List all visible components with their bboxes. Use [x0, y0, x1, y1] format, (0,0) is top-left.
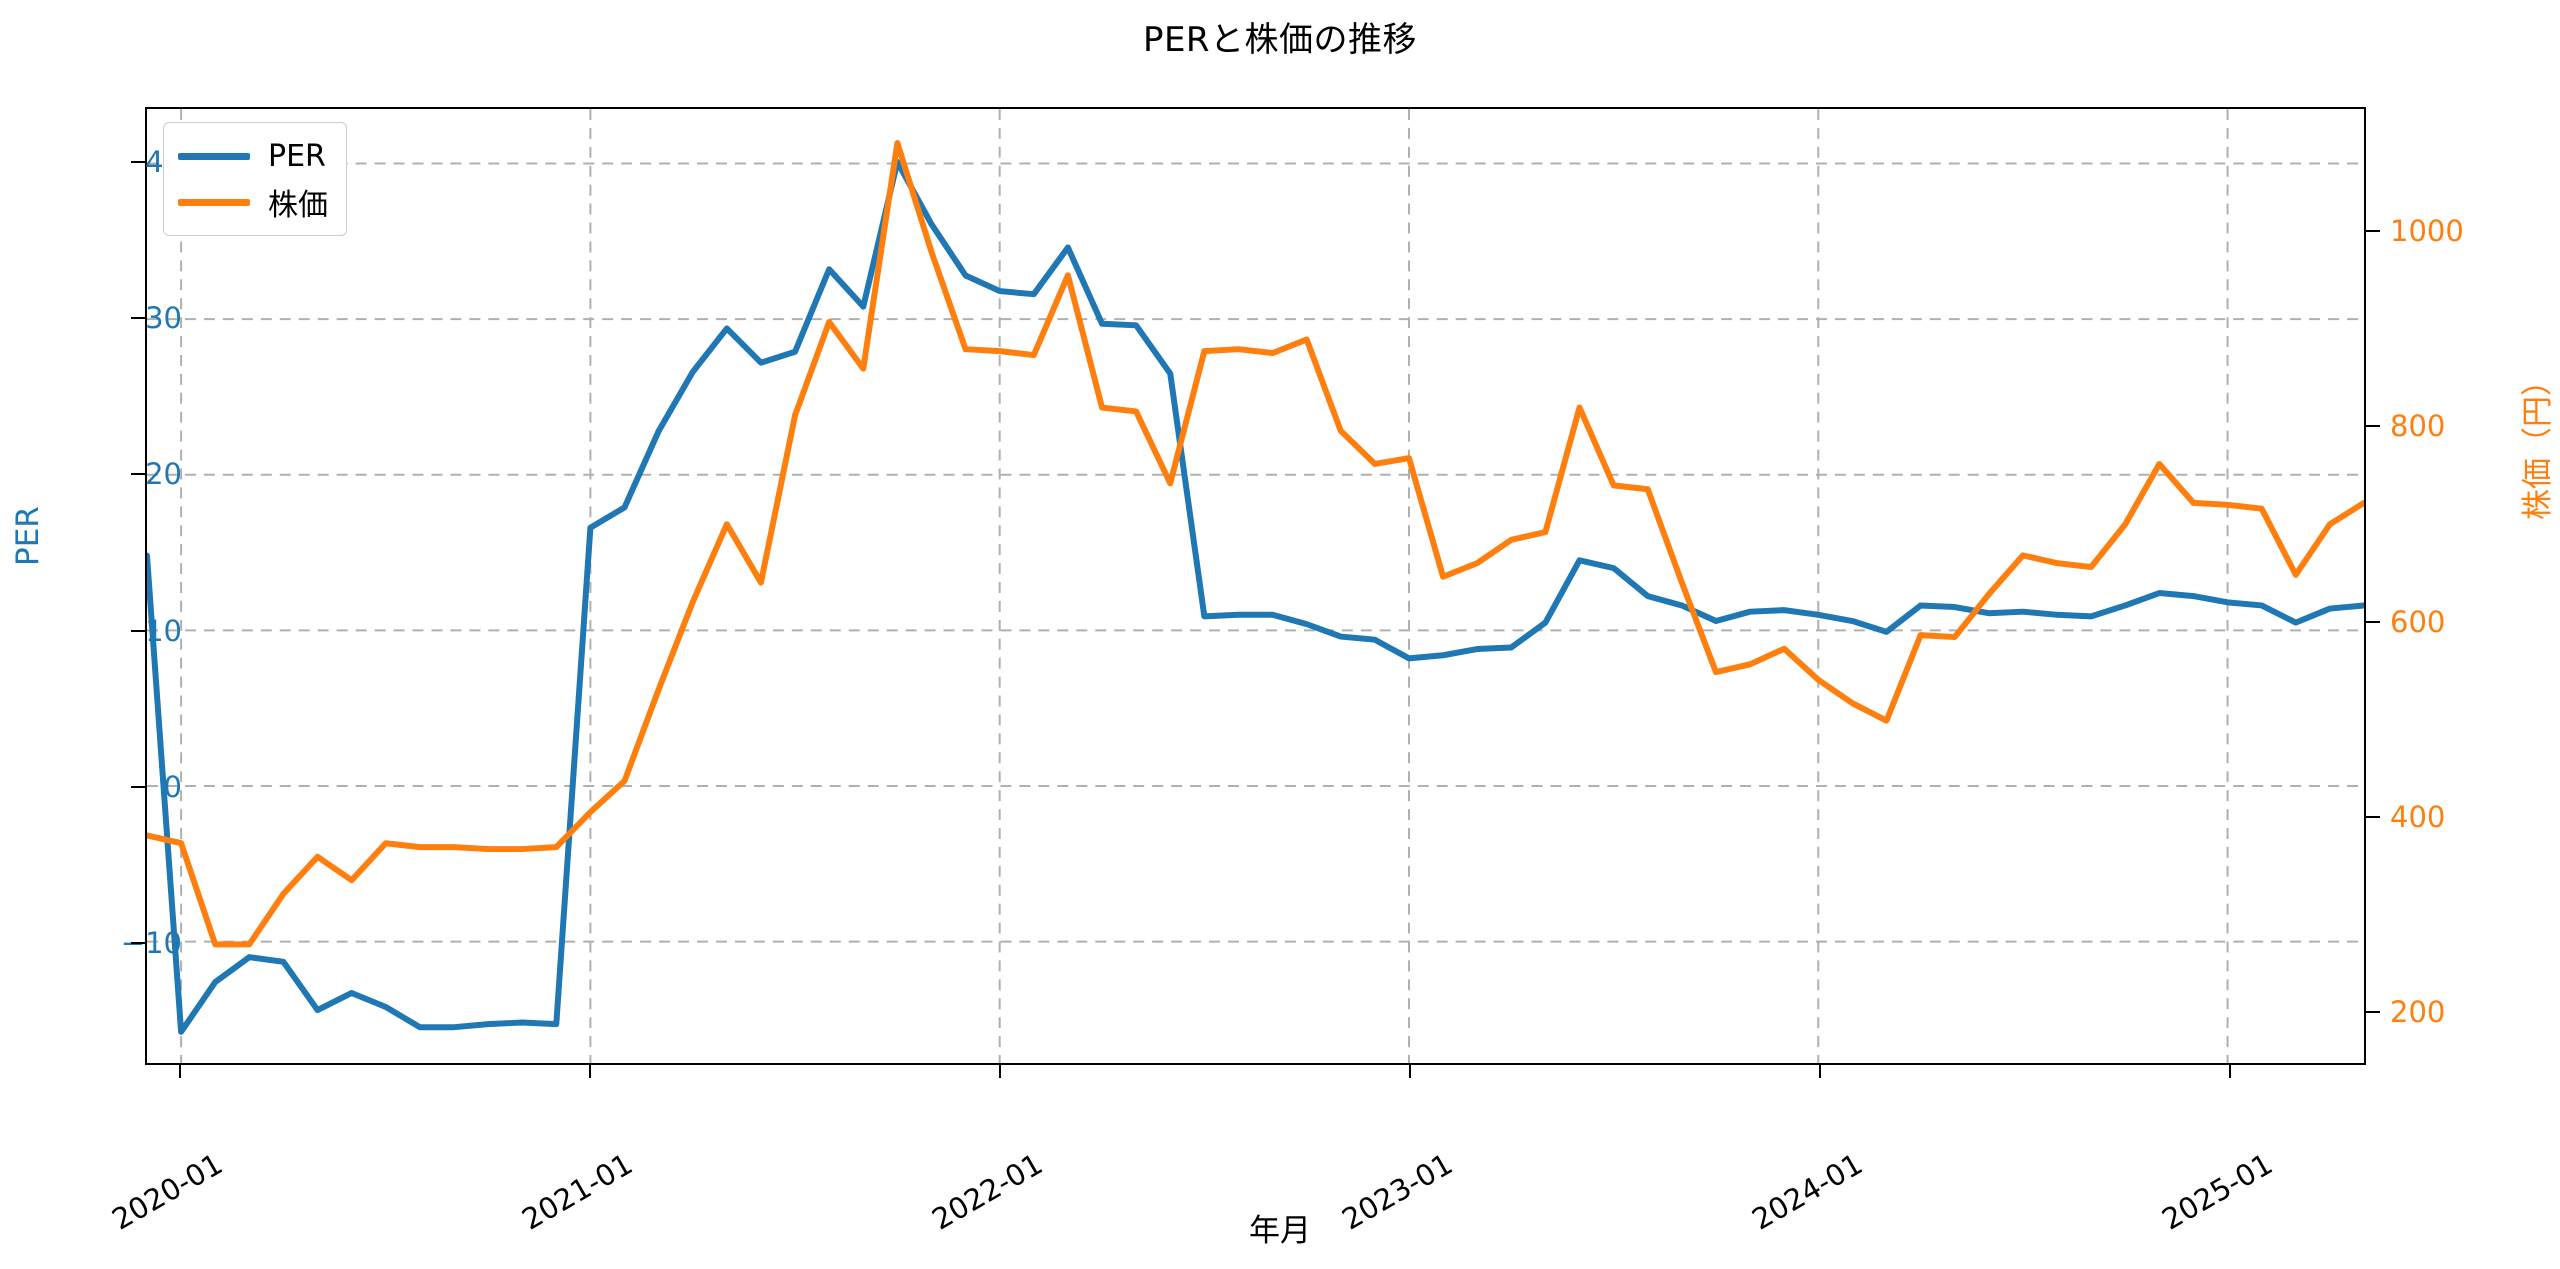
legend-swatch-stock — [178, 198, 250, 206]
y-axis-right-tick: 200 — [2390, 995, 2446, 1030]
x-axis-tickmark — [999, 1065, 1002, 1078]
y-axis-right-tick: 800 — [2390, 409, 2446, 444]
y-axis-left-tickmark — [131, 473, 145, 476]
series-line-stock — [147, 140, 2364, 948]
x-axis-tickmark — [589, 1065, 592, 1078]
legend-item-per: PER — [178, 133, 328, 179]
y-axis-left-tick: 20 — [145, 457, 182, 492]
y-axis-left-tick: 0 — [163, 769, 182, 804]
y-axis-left-tickmark — [131, 160, 145, 163]
x-axis-tickmark — [2229, 1065, 2232, 1078]
y-axis-right-label: 株価（円） — [2520, 365, 2556, 520]
x-axis-tickmark — [179, 1065, 182, 1078]
y-axis-right-tick: 1000 — [2390, 214, 2464, 249]
y-axis-right-tickmark — [2366, 425, 2380, 428]
legend-label-stock: 株価 — [268, 188, 328, 223]
x-axis-tickmark — [1819, 1065, 1822, 1078]
y-axis-right-tick: 600 — [2390, 604, 2446, 639]
page-title: PERと株価の推移 — [1142, 20, 1418, 60]
plot-area — [145, 107, 2366, 1065]
y-axis-right-tickmark — [2366, 620, 2380, 623]
series-line-per — [147, 158, 2364, 1035]
y-axis-left-tick: 30 — [145, 300, 182, 335]
y-axis-right-tickmark — [2366, 815, 2380, 818]
y-axis-right-tickmark — [2366, 1011, 2380, 1014]
x-axis-label: 年月 — [1249, 1213, 1311, 1249]
legend-item-stock: 株価 — [178, 179, 328, 225]
y-axis-left-tickmark — [131, 629, 145, 632]
legend-swatch-per — [178, 152, 250, 160]
legend-label-per: PER — [268, 138, 326, 174]
y-axis-left-tickmark — [131, 785, 145, 788]
series-lines — [147, 140, 2364, 1035]
y-axis-left-tickmark — [131, 316, 145, 319]
y-axis-left-tickmark — [131, 942, 145, 945]
y-axis-left-tick: 10 — [145, 613, 182, 648]
y-axis-right-tick: 400 — [2390, 799, 2446, 834]
x-axis-tickmark — [1409, 1065, 1412, 1078]
y-axis-left-label: PER — [10, 506, 46, 566]
legend: PER 株価 — [163, 122, 347, 236]
y-axis-right-tickmark — [2366, 230, 2380, 233]
grid-lines — [147, 109, 2364, 1063]
y-axis-left-tick: −10 — [120, 926, 182, 961]
